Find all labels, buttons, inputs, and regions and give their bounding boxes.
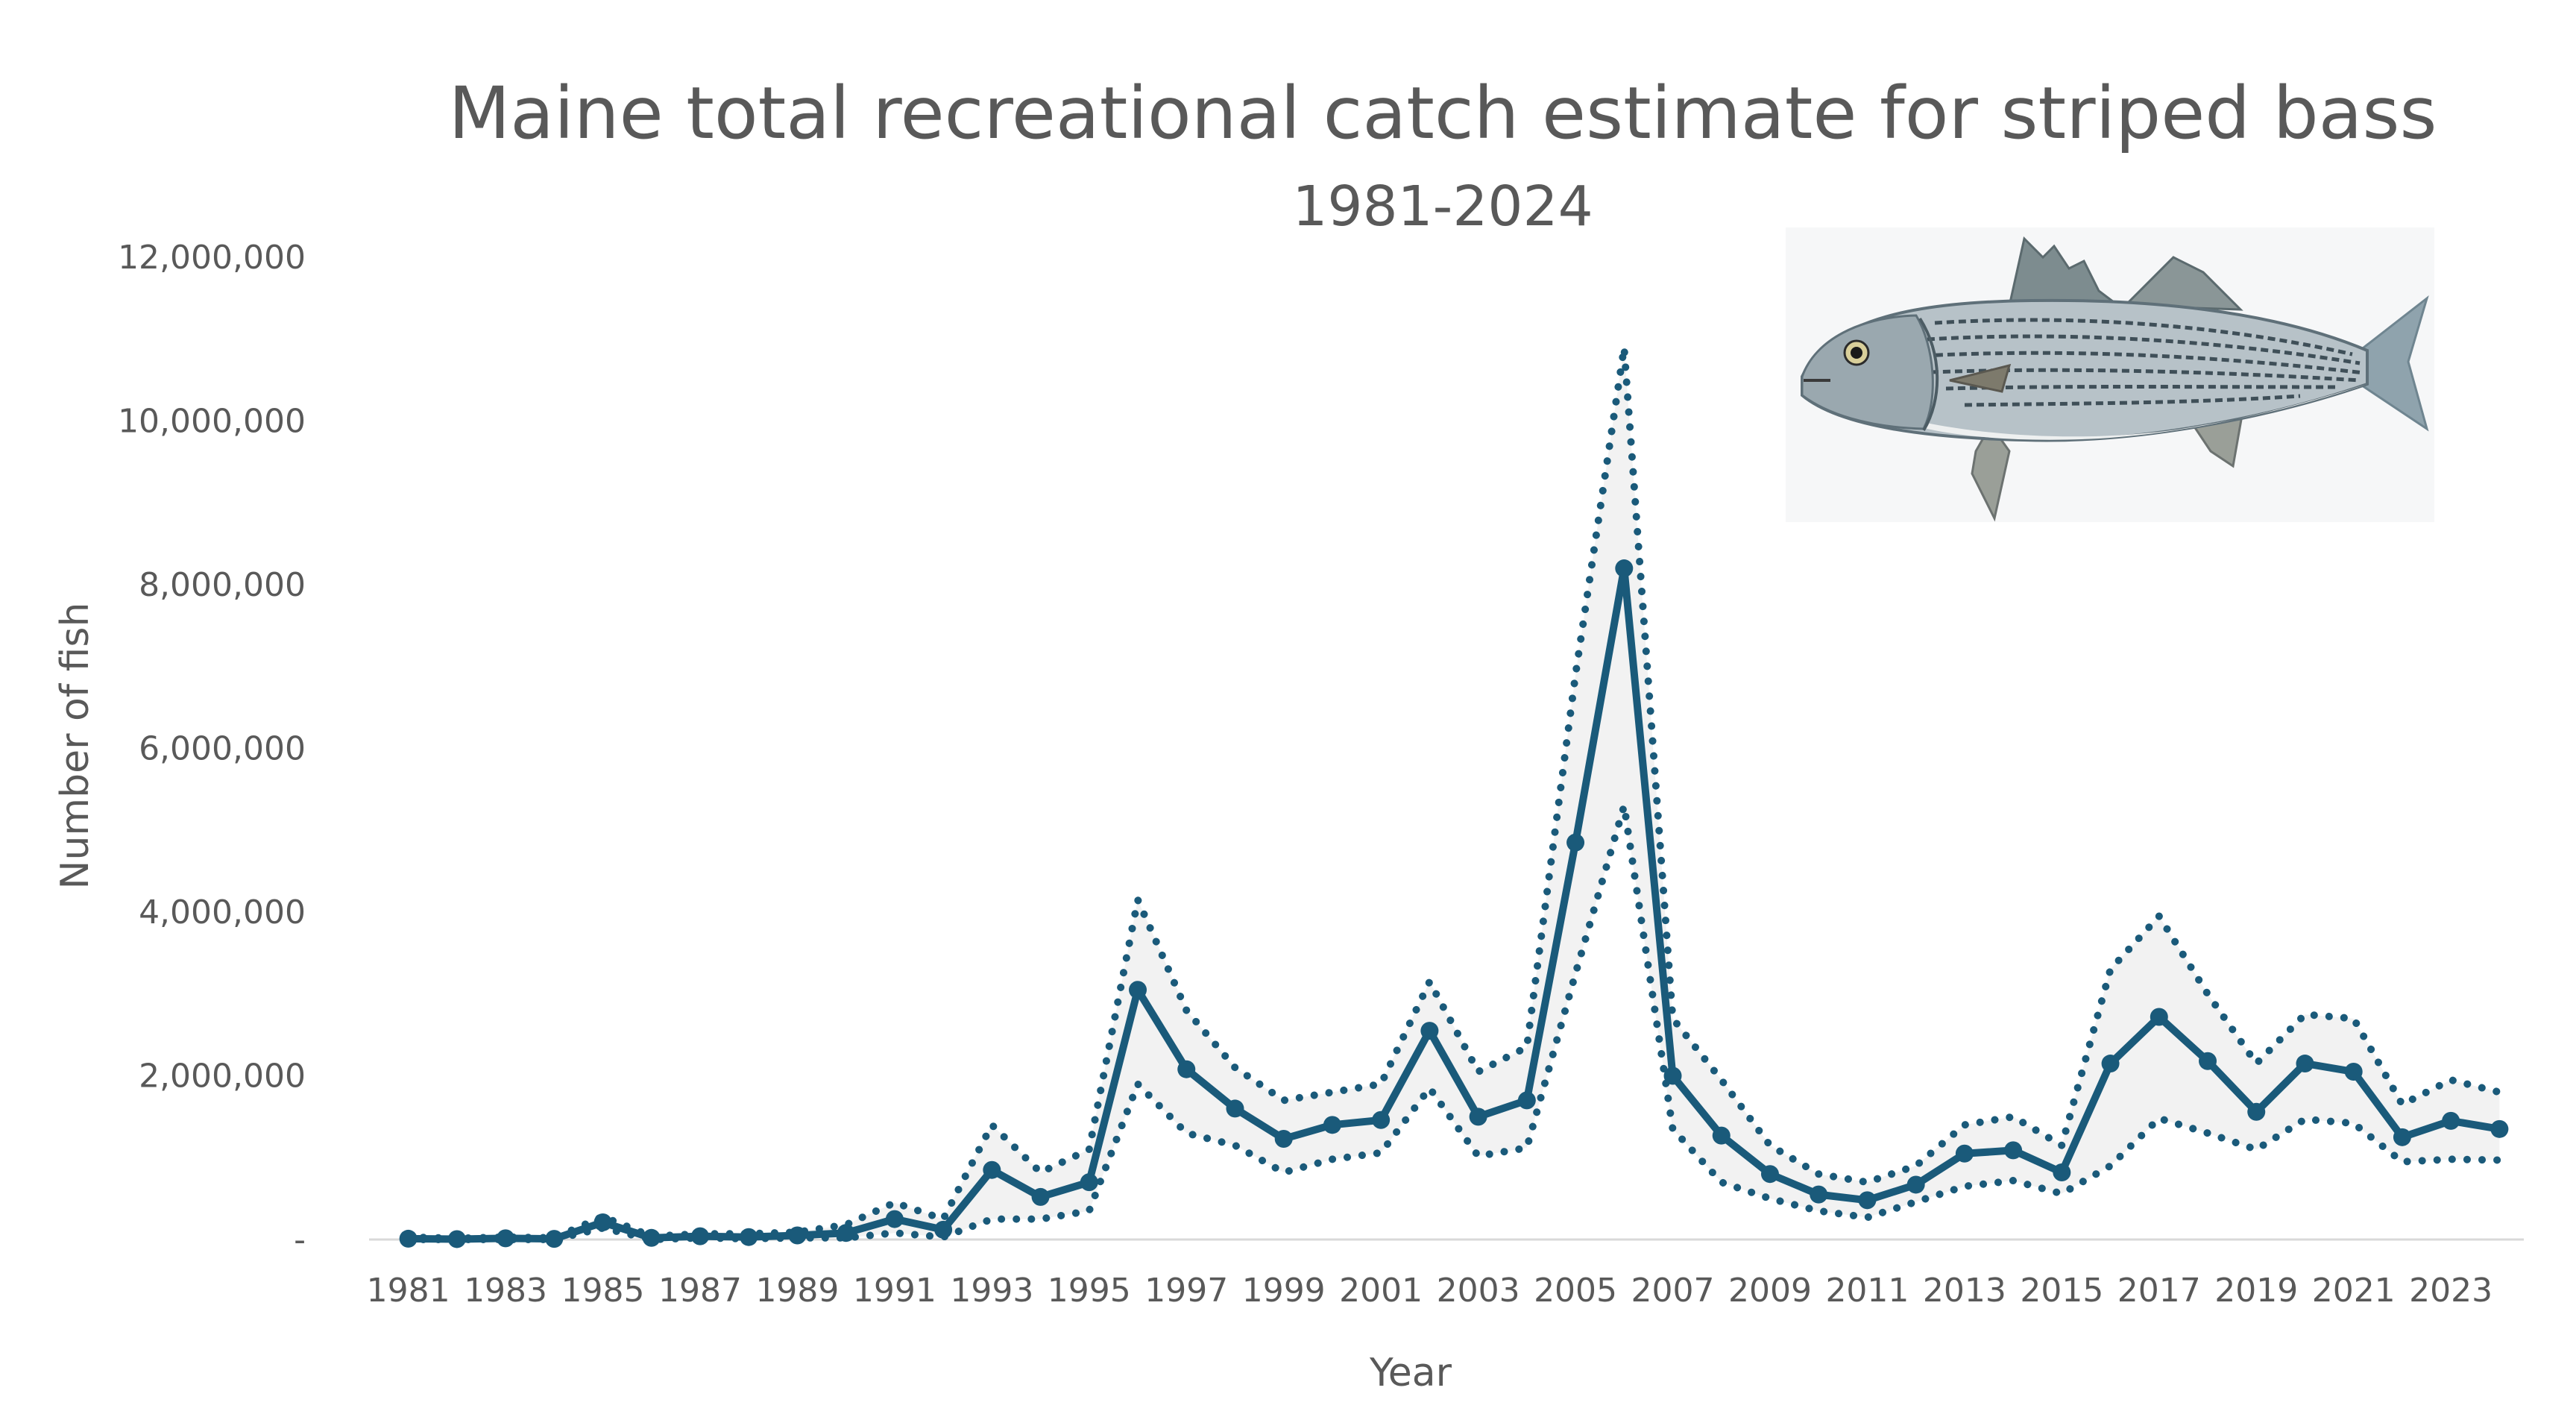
estimate-point [642, 1228, 661, 1247]
y-tick-label: - [294, 1221, 306, 1259]
x-tick-label: 1989 [755, 1272, 839, 1310]
x-tick-label: 1981 [367, 1272, 450, 1310]
estimate-point [788, 1226, 807, 1245]
x-tick-label: 2003 [1437, 1272, 1520, 1310]
x-tick-label: 1993 [950, 1272, 1033, 1310]
estimate-point [1858, 1191, 1877, 1210]
estimate-point [983, 1160, 1001, 1179]
estimate-point [1226, 1099, 1244, 1118]
y-tick-label: 8,000,000 [139, 566, 306, 604]
x-tick-label: 2009 [1728, 1272, 1812, 1310]
x-tick-label: 2017 [2117, 1272, 2201, 1310]
estimate-point [2393, 1128, 2411, 1146]
x-tick-label: 1991 [853, 1272, 936, 1310]
estimate-point [1323, 1116, 1341, 1134]
estimate-line [408, 565, 2501, 1243]
estimate-point [497, 1229, 515, 1248]
x-axis-label: Year [1369, 1351, 1452, 1395]
estimate-point [2490, 1119, 2509, 1138]
estimate-point [2199, 1052, 2217, 1070]
chart-subtitle: 1981-2024 [1292, 175, 1593, 239]
confidence-band [408, 347, 2500, 1240]
y-tick-label: 12,000,000 [118, 239, 306, 277]
estimate-point [740, 1228, 758, 1246]
estimate-point [1031, 1187, 1050, 1206]
estimate-point [1906, 1175, 1925, 1194]
x-tick-label: 2019 [2214, 1272, 2298, 1310]
striped-bass-illustration [1786, 227, 2434, 522]
estimate-point [934, 1220, 953, 1239]
estimate-point [1420, 1022, 1439, 1040]
x-tick-label: 2007 [1631, 1272, 1715, 1310]
x-tick-label: 2011 [1825, 1272, 1909, 1310]
estimate-point [1517, 1091, 1536, 1110]
x-tick-label: 2013 [1923, 1272, 2006, 1310]
y-axis-label: Number of fish [53, 603, 98, 890]
y-tick-label: 2,000,000 [139, 1058, 306, 1096]
estimate-point [447, 1230, 466, 1248]
estimate-point [1129, 981, 1147, 999]
chart-title: Maine total recreational catch estimate … [448, 72, 2437, 155]
lower-bound-line [404, 804, 2504, 1244]
estimate-point [1663, 1066, 1682, 1085]
x-tick-label: 2005 [1534, 1272, 1617, 1310]
plot-area: - 2,000,000 4,000,000 6,000,000 8,000,000 10,… [118, 239, 2524, 1310]
estimate-point [1372, 1110, 1391, 1129]
x-tick-label: 2021 [2312, 1272, 2396, 1310]
estimate-point [1712, 1126, 1731, 1145]
estimate-point [545, 1230, 564, 1248]
estimate-point [1615, 559, 1634, 578]
estimate-point [1760, 1165, 1779, 1184]
estimate-point [593, 1213, 612, 1231]
x-tick-label: 1997 [1144, 1272, 1228, 1310]
estimate-point [885, 1210, 904, 1228]
estimate-point [690, 1227, 709, 1245]
estimate-point [2442, 1111, 2460, 1130]
x-tick-label: 2023 [2409, 1272, 2492, 1310]
x-tick-label: 1983 [464, 1272, 547, 1310]
estimate-point [1177, 1060, 1196, 1078]
estimate-point [2344, 1063, 2363, 1081]
x-tick-label: 2015 [2020, 1272, 2103, 1310]
x-tick-label: 2001 [1339, 1272, 1423, 1310]
x-tick-label: 1999 [1242, 1272, 1326, 1310]
estimate-point [2101, 1055, 2120, 1073]
estimate-point [1274, 1130, 1293, 1149]
estimate-point [2247, 1102, 2266, 1121]
estimate-point [399, 1229, 418, 1248]
estimate-point [837, 1224, 855, 1242]
estimate-point [2004, 1141, 2023, 1160]
estimate-point [1955, 1144, 1974, 1163]
estimate-point [1810, 1185, 1828, 1204]
estimate-point [1469, 1108, 1487, 1126]
y-tick-label: 4,000,000 [139, 893, 306, 932]
x-tick-label: 1995 [1048, 1272, 1131, 1310]
estimate-point [2150, 1008, 2168, 1026]
y-tick-label: 10,000,000 [118, 403, 306, 441]
estimate-point [2053, 1163, 2071, 1182]
estimate-point [1080, 1173, 1098, 1192]
estimate-point [2296, 1055, 2314, 1073]
x-tick-label: 1987 [658, 1272, 742, 1310]
estimate-point [1566, 833, 1585, 852]
x-tick-label: 1985 [561, 1272, 645, 1310]
y-tick-label: 6,000,000 [139, 730, 306, 768]
